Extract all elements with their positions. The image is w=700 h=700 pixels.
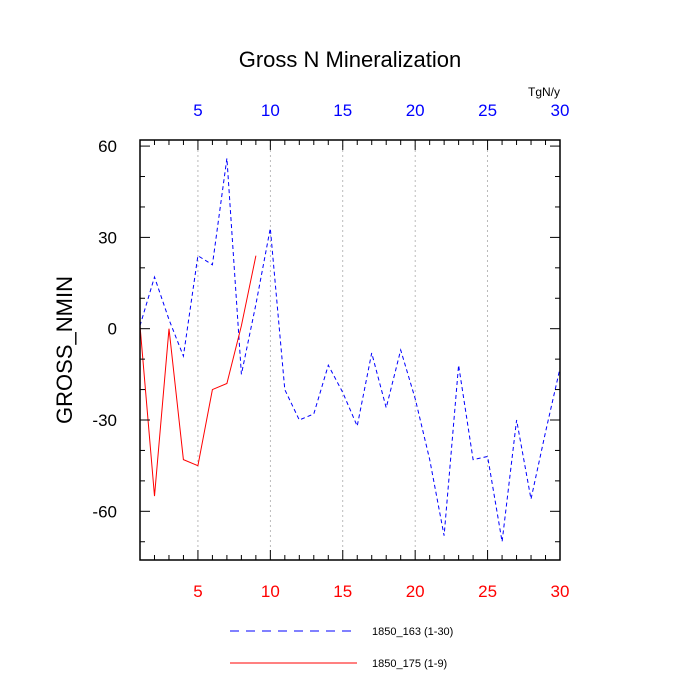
- x-tick-label-top: 20: [406, 101, 425, 120]
- x-tick-label-top: 25: [478, 101, 497, 120]
- series-line-1: [139, 158, 561, 542]
- axis-ticks: [139, 140, 561, 560]
- series-lines: [139, 158, 561, 542]
- x-tick-label-bottom: 20: [406, 582, 425, 601]
- grid-lines: [197, 140, 488, 560]
- y-axis-label: GROSS_NMIN: [52, 276, 77, 424]
- x-tick-label-top: 5: [193, 101, 202, 120]
- plot-frame: [139, 139, 561, 561]
- legend-label-2: 1850_175 (1-9): [372, 658, 447, 670]
- legend: 1850_163 (1-30) 1850_175 (1-9): [230, 626, 453, 670]
- y-tick-label: 30: [98, 228, 117, 247]
- chart-title: Gross N Mineralization: [239, 47, 462, 72]
- x-tick-label-top: 30: [551, 101, 570, 120]
- y-tick-label: -60: [92, 502, 117, 521]
- x-tick-label-top: 15: [333, 101, 352, 120]
- series-line-2: [139, 255, 257, 497]
- legend-label-1: 1850_163 (1-30): [372, 626, 453, 638]
- y-tick-label: 0: [108, 320, 117, 339]
- top-axis-units-label: TgN/y: [528, 85, 560, 99]
- x-tick-label-top: 10: [261, 101, 280, 120]
- x-tick-label-bottom: 30: [551, 582, 570, 601]
- x-tick-label-bottom: 10: [261, 582, 280, 601]
- y-tick-label: -30: [92, 411, 117, 430]
- x-tick-label-bottom: 15: [333, 582, 352, 601]
- x-tick-label-bottom: 25: [478, 582, 497, 601]
- axis-tick-labels: 5 5 10 10 15 15 20 20 25 25 30 30 60 30 0 -30 -60: [92, 101, 569, 601]
- x-tick-label-bottom: 5: [193, 582, 202, 601]
- y-tick-label: 60: [98, 137, 117, 156]
